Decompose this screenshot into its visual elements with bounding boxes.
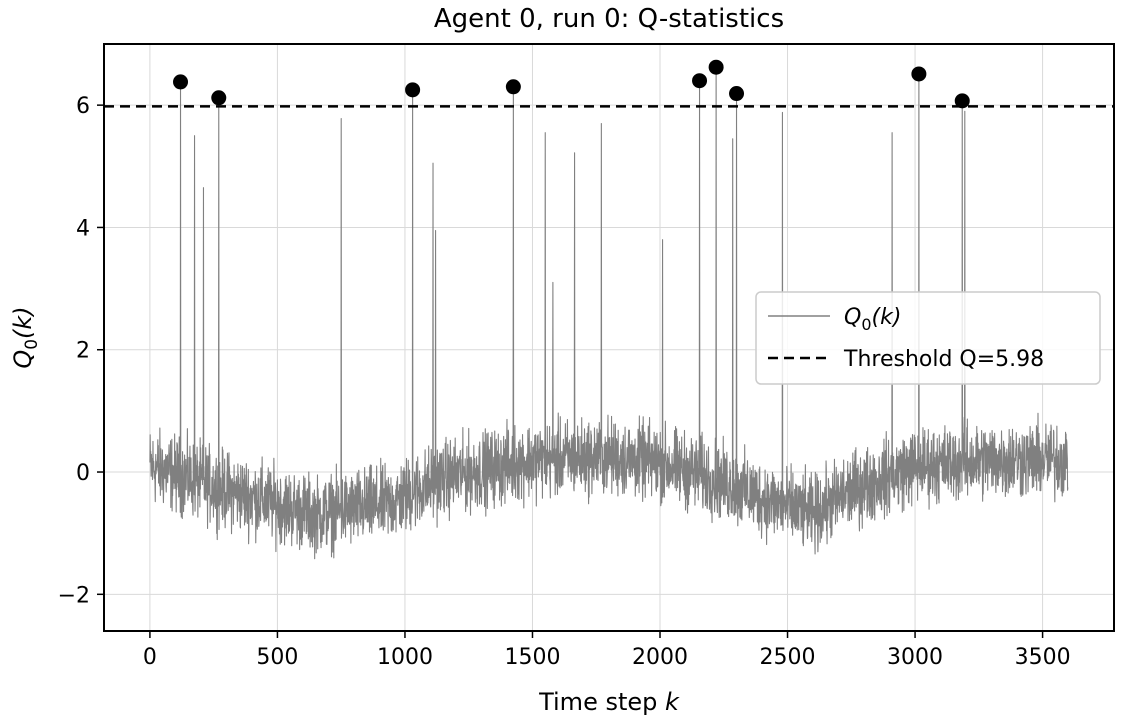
y-axis-label: Q0(k)	[9, 306, 42, 368]
y-axis-label-symbol: Q	[9, 350, 37, 369]
legend-label-q-subscript: 0	[861, 315, 871, 334]
y-tick-label: 6	[76, 94, 90, 119]
y-axis-label-subscript: 0	[22, 339, 42, 350]
y-tick-label: 0	[76, 461, 90, 486]
anomaly-point	[505, 79, 521, 95]
x-tick-label: 2500	[760, 645, 816, 670]
q-series-line	[149, 66, 1069, 560]
anomaly-point	[911, 66, 927, 82]
anomaly-point	[692, 73, 708, 89]
tick-layer: 0 500 1000 1500 2000 2500 3000 3500 −2 0 2 4 6	[58, 94, 1071, 670]
x-tick-label: 2000	[632, 645, 688, 670]
legend-box	[755, 291, 1101, 385]
anomaly-point	[954, 93, 970, 109]
x-axis-label: Time step k	[538, 688, 680, 716]
anomaly-point	[405, 82, 421, 98]
y-tick-label: 2	[76, 339, 90, 364]
x-axis-label-var: k	[665, 688, 680, 716]
plot-frame	[103, 43, 1115, 632]
legend-label-q-arg: (k)	[872, 305, 902, 330]
anomaly-layer	[173, 59, 970, 109]
legend-label-q: Q0(k)	[844, 305, 901, 334]
legend-label-q-symbol: Q	[844, 305, 861, 330]
anomaly-point	[708, 59, 724, 75]
chart-title: Agent 0, run 0: Q-statistics	[434, 4, 784, 34]
series-layer	[149, 66, 1069, 560]
legend-label-threshold: Threshold Q=5.98	[843, 347, 1044, 372]
anomaly-point	[173, 74, 189, 90]
x-tick-label: 500	[256, 645, 298, 670]
y-axis-label-arg: (k)	[9, 306, 37, 339]
x-tick-label: 0	[143, 645, 157, 670]
anomaly-point	[211, 90, 227, 106]
x-tick-label: 3000	[887, 645, 943, 670]
y-tick-label: 4	[76, 216, 90, 241]
legend: Q0(k) Threshold Q=5.98	[755, 291, 1101, 385]
x-tick-label: 1500	[504, 645, 560, 670]
y-tick-label: −2	[58, 583, 90, 608]
x-axis-label-text: Time step	[538, 688, 665, 716]
anomaly-point	[729, 86, 745, 102]
x-tick-label: 1000	[377, 645, 433, 670]
x-tick-label: 3500	[1015, 645, 1071, 670]
